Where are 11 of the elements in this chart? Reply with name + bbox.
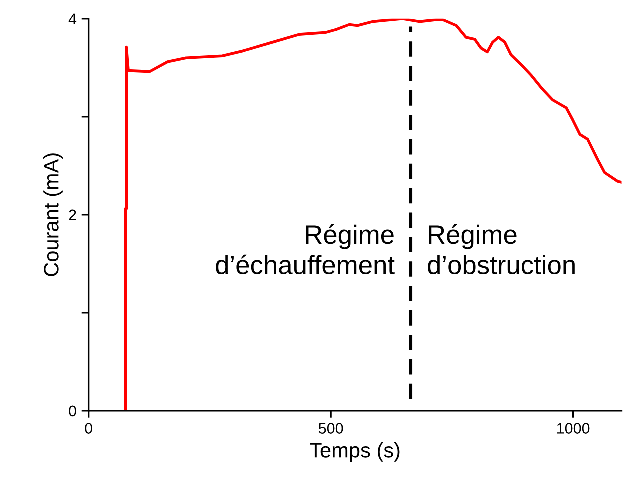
y-tick-label: 2 <box>69 210 76 220</box>
annotation: Régime d’obstruction <box>428 224 575 275</box>
y-tick-label: 4 <box>68 14 77 24</box>
x-axis-title: Temps (s) <box>310 442 400 462</box>
y-axis-title: Courant (mA) <box>44 154 63 276</box>
line-series <box>124 18 622 411</box>
y-tick-label: 0 <box>69 406 76 417</box>
annotation: Régime d’échauffement <box>216 224 395 275</box>
x-tick-label: 500 <box>318 423 344 434</box>
x-tick-label: 1000 <box>557 423 590 434</box>
x-tick-label: 0 <box>85 423 92 434</box>
